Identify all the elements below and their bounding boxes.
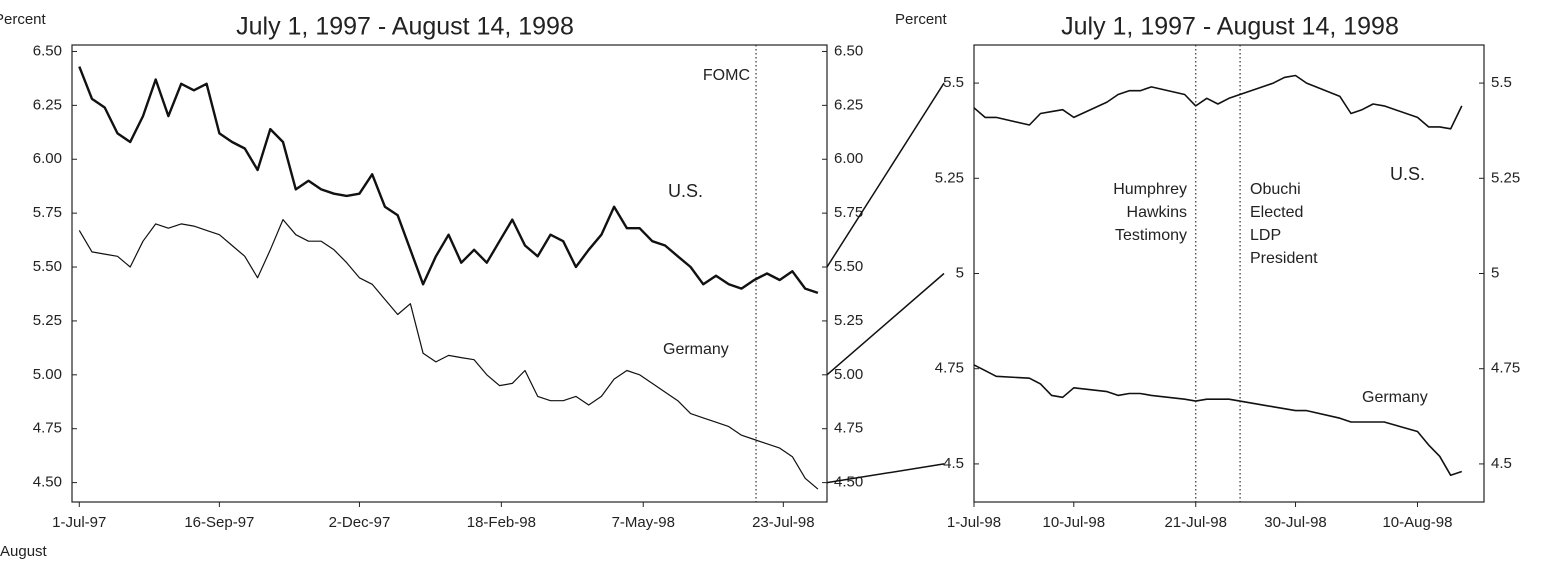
annotation: Hawkins bbox=[1127, 204, 1187, 221]
annotation: Testimony bbox=[1115, 227, 1187, 244]
zoom-connector bbox=[826, 272, 945, 376]
y-tick-label: 6.50 bbox=[33, 42, 62, 59]
x-tick-label: 21-Jul-98 bbox=[1164, 514, 1227, 531]
y2-tick-label: 5.75 bbox=[834, 204, 863, 221]
y2-tick-label: 5.25 bbox=[1491, 169, 1520, 186]
y-tick-label: 5.25 bbox=[935, 169, 964, 186]
y2-tick-label: 4.75 bbox=[1491, 360, 1520, 377]
y-tick-label: 5.75 bbox=[33, 204, 62, 221]
annotation: Obuchi bbox=[1250, 181, 1301, 198]
zoom-connector bbox=[826, 82, 945, 268]
x-tick-label: 7-May-98 bbox=[612, 514, 675, 531]
annotation: Humphrey bbox=[1113, 181, 1187, 198]
x-tick-label: 16-Sep-97 bbox=[184, 514, 254, 531]
y-axis-label: Percent bbox=[0, 11, 47, 28]
y-tick-label: 4.75 bbox=[935, 360, 964, 377]
series-label: Germany bbox=[1362, 389, 1428, 406]
y2-tick-label: 4.75 bbox=[834, 420, 863, 437]
y-tick-label: 5.5 bbox=[943, 74, 964, 91]
series-line bbox=[973, 74, 1463, 130]
series-line bbox=[973, 364, 1463, 477]
plot-frame bbox=[71, 44, 828, 503]
series-label: U.S. bbox=[668, 181, 703, 201]
series-line bbox=[78, 66, 819, 295]
chart-title: July 1, 1997 - August 14, 1998 bbox=[1061, 13, 1399, 41]
y2-tick-label: 5.25 bbox=[834, 312, 863, 329]
x-tick-label: 1-Jul-98 bbox=[947, 514, 1001, 531]
series-line bbox=[78, 219, 819, 490]
y2-tick-label: 5.00 bbox=[834, 366, 863, 383]
y-tick-label: 6.25 bbox=[33, 96, 62, 113]
y-tick-label: 5.25 bbox=[33, 312, 62, 329]
y-tick-label: 4.50 bbox=[33, 474, 62, 491]
y-tick-label: 5.00 bbox=[33, 366, 62, 383]
y2-tick-label: 6.25 bbox=[834, 96, 863, 113]
y2-tick-label: 4.5 bbox=[1491, 455, 1512, 472]
x-tick-label: 30-Jul-98 bbox=[1264, 514, 1327, 531]
chart-title: July 1, 1997 - August 14, 1998 bbox=[236, 13, 574, 41]
y-tick-label: 4.75 bbox=[33, 420, 62, 437]
annotation: President bbox=[1250, 250, 1318, 267]
y-tick-label: 4.5 bbox=[943, 455, 964, 472]
y-tick-label: 6.00 bbox=[33, 150, 62, 167]
y-tick-label: 5 bbox=[956, 264, 964, 281]
x-tick-label: 2-Dec-97 bbox=[329, 514, 391, 531]
y2-tick-label: 5.5 bbox=[1491, 74, 1512, 91]
y2-tick-label: 4.50 bbox=[834, 474, 863, 491]
y2-tick-label: 6.00 bbox=[834, 150, 863, 167]
series-label: U.S. bbox=[1390, 164, 1425, 184]
annotation: LDP bbox=[1250, 227, 1281, 244]
x-tick-label: 18-Feb-98 bbox=[467, 514, 536, 531]
zoom-connector bbox=[826, 463, 945, 484]
y2-tick-label: 6.50 bbox=[834, 42, 863, 59]
x-tick-label: 23-Jul-98 bbox=[752, 514, 815, 531]
event-label: FOMC bbox=[703, 67, 750, 84]
annotation: Elected bbox=[1250, 204, 1303, 221]
y-axis-label: Percent bbox=[895, 11, 948, 28]
x-tick-label: 10-Jul-98 bbox=[1043, 514, 1106, 531]
note: August bbox=[0, 543, 48, 560]
y2-tick-label: 5.50 bbox=[834, 258, 863, 275]
y-tick-label: 5.50 bbox=[33, 258, 62, 275]
y2-tick-label: 5 bbox=[1491, 264, 1499, 281]
x-tick-label: 1-Jul-97 bbox=[52, 514, 106, 531]
x-tick-label: 10-Aug-98 bbox=[1382, 514, 1452, 531]
series-label: Germany bbox=[663, 341, 729, 358]
